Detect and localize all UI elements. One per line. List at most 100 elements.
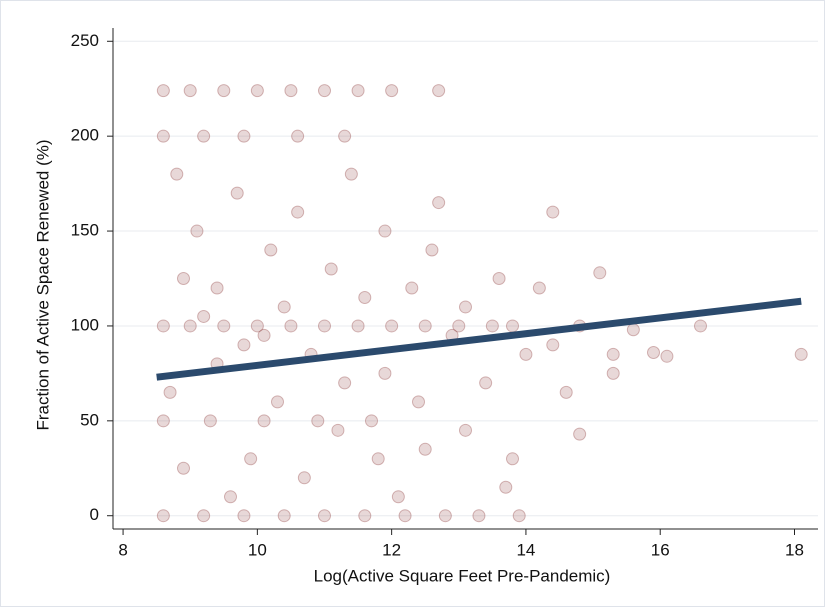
point xyxy=(257,414,271,428)
x-tick-label: 14 xyxy=(516,540,535,559)
point xyxy=(156,129,170,143)
point xyxy=(391,490,405,504)
point xyxy=(197,129,211,143)
point xyxy=(237,509,251,523)
point xyxy=(284,319,298,333)
point xyxy=(230,186,244,200)
point xyxy=(512,509,526,523)
y-tick-label: 50 xyxy=(80,410,99,429)
point xyxy=(297,471,311,485)
point xyxy=(452,319,466,333)
point xyxy=(626,323,640,337)
point xyxy=(291,205,305,219)
point xyxy=(183,84,197,98)
point xyxy=(351,319,365,333)
point xyxy=(163,385,177,399)
point xyxy=(318,509,331,523)
fit-line xyxy=(156,297,802,381)
x-tick-label: 12 xyxy=(382,540,401,559)
point xyxy=(485,319,499,333)
point xyxy=(318,319,331,333)
point xyxy=(418,319,432,333)
point xyxy=(432,196,446,210)
point xyxy=(546,205,560,219)
point xyxy=(378,366,392,380)
y-tick-label: 250 xyxy=(71,31,99,50)
point xyxy=(250,319,264,333)
point xyxy=(398,509,412,523)
point xyxy=(311,414,325,428)
point xyxy=(338,129,352,143)
point xyxy=(250,84,264,98)
point xyxy=(546,338,560,352)
point xyxy=(257,328,271,342)
point xyxy=(418,442,432,456)
point xyxy=(224,490,237,504)
point xyxy=(291,129,305,143)
grid xyxy=(113,40,818,517)
point xyxy=(459,300,472,314)
point xyxy=(237,338,251,352)
point xyxy=(559,385,573,399)
point xyxy=(217,84,231,98)
point xyxy=(284,84,298,98)
y-tick-label: 100 xyxy=(71,315,99,334)
point xyxy=(237,129,251,143)
point xyxy=(271,395,284,409)
point xyxy=(203,414,217,428)
x-tick-label: 18 xyxy=(785,540,804,559)
point xyxy=(412,395,425,409)
point xyxy=(277,300,291,314)
point xyxy=(492,272,506,285)
point xyxy=(506,452,519,466)
y-tick-label: 0 xyxy=(90,505,99,524)
point xyxy=(183,319,197,333)
point xyxy=(405,281,419,295)
point xyxy=(378,224,392,238)
point xyxy=(506,319,519,333)
y-tick-label: 150 xyxy=(71,221,99,240)
point xyxy=(177,461,190,475)
point xyxy=(694,319,707,333)
point xyxy=(358,290,372,304)
point xyxy=(432,84,446,98)
point xyxy=(371,452,385,466)
point xyxy=(385,319,399,333)
point xyxy=(472,509,486,523)
point xyxy=(197,309,211,323)
point xyxy=(331,423,345,437)
point xyxy=(264,243,278,257)
x-axis-label: Log(Active Square Feet Pre-Pandemic) xyxy=(314,566,611,585)
point xyxy=(385,84,399,98)
x-tick-label: 8 xyxy=(118,540,127,559)
point xyxy=(190,224,204,238)
point xyxy=(324,262,338,276)
point xyxy=(351,84,365,98)
point xyxy=(338,376,352,390)
point xyxy=(606,366,620,380)
point xyxy=(438,509,452,523)
x-tick-label: 10 xyxy=(248,540,267,559)
point xyxy=(365,414,378,428)
point xyxy=(277,509,291,523)
point xyxy=(244,452,258,466)
point xyxy=(358,509,372,523)
y-tick-label: 200 xyxy=(71,126,99,145)
point xyxy=(660,349,674,363)
point xyxy=(606,347,620,361)
x-tick-label: 16 xyxy=(651,540,670,559)
y-axis-label: Fraction of Active Space Renewed (%) xyxy=(33,139,52,430)
point xyxy=(170,167,184,181)
point xyxy=(217,319,231,333)
point xyxy=(499,480,513,494)
point xyxy=(177,272,190,285)
point xyxy=(156,319,170,333)
point xyxy=(519,347,533,361)
point xyxy=(210,281,224,295)
point xyxy=(156,414,170,428)
point xyxy=(156,84,170,98)
point xyxy=(459,423,472,437)
point xyxy=(647,346,660,360)
